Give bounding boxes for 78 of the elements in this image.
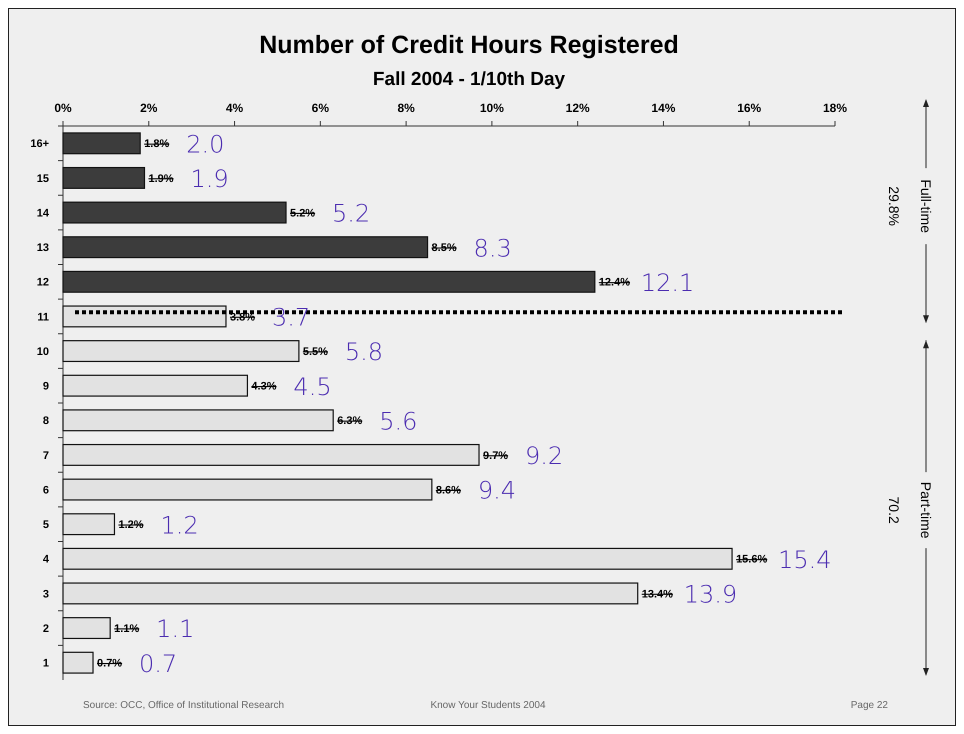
- bar: [62, 617, 111, 640]
- data-label: 8.5%: [432, 242, 457, 254]
- data-label: 13.4%: [642, 588, 674, 600]
- y-tick-label: 4: [42, 554, 50, 566]
- y-tick-label: 1: [42, 658, 49, 670]
- bar: [62, 513, 116, 536]
- chart-subtitle: Fall 2004 - 1/10th Day: [372, 69, 566, 90]
- x-tick-label: 6%: [312, 101, 330, 115]
- bar: [62, 478, 432, 501]
- y-tick-label: 12: [36, 276, 49, 289]
- bar: [62, 374, 248, 397]
- data-label: 8.6%: [436, 484, 462, 496]
- data-label: 0.7%: [97, 658, 122, 670]
- text: 29.8%: [886, 186, 902, 226]
- data-label: 3.8%: [230, 311, 256, 324]
- bar: [62, 582, 638, 604]
- data-label: 15.6%: [736, 554, 768, 566]
- x-tick-label: 18%: [822, 101, 848, 115]
- annotation: 13.9: [684, 580, 738, 609]
- bar: [62, 652, 94, 674]
- data-label: 4.3%: [251, 380, 277, 393]
- text: Page 22: [850, 700, 888, 711]
- annotation: 5.8: [344, 338, 384, 366]
- x-tick-label: 8%: [397, 101, 416, 115]
- annotation: 5.6: [379, 407, 418, 436]
- annotation: 2.0: [186, 130, 224, 158]
- annotation: 3.7: [272, 304, 310, 332]
- data-label: 12.4%: [598, 276, 630, 289]
- y-tick-label: 10: [36, 346, 49, 358]
- x-tick-label: 4%: [226, 101, 244, 115]
- y-tick-label: 13: [36, 242, 49, 254]
- data-label: 1.8%: [144, 138, 170, 150]
- chart-title: Number of Credit Hours Registered: [259, 31, 679, 59]
- y-tick-label: 3: [42, 588, 49, 600]
- bar: [62, 444, 480, 466]
- y-tick-label: 6: [42, 484, 49, 496]
- annotation: 8.3: [474, 234, 512, 262]
- data-label: 9.7%: [483, 450, 508, 462]
- y-tick-label: 5: [42, 519, 49, 532]
- text: Full-time: [918, 179, 934, 234]
- annotation: 1.2: [160, 511, 199, 540]
- bar: [62, 409, 334, 432]
- y-tick-label: 7: [42, 450, 49, 462]
- annotation: 15.4: [778, 546, 832, 574]
- x-tick-label: 16%: [737, 101, 762, 115]
- bar: [62, 305, 227, 328]
- y-tick-label: 11: [37, 311, 49, 324]
- text: Know Your Students 2004: [430, 700, 546, 711]
- text: 70.2: [886, 496, 902, 524]
- annotation: 1.1: [156, 615, 194, 644]
- y-tick-label: 14: [36, 207, 50, 220]
- data-label: 1.1%: [114, 622, 140, 635]
- y-tick-label: 16+: [30, 138, 49, 150]
- y-tick-label: 9: [42, 380, 49, 393]
- bar: [62, 340, 300, 362]
- annotation: 1.9: [190, 165, 229, 194]
- x-tick-label: 10%: [480, 101, 504, 115]
- annotation: 4.5: [293, 372, 332, 401]
- annotation: 9.2: [525, 442, 564, 470]
- data-label: 6.3%: [337, 415, 362, 428]
- x-tick-label: 14%: [651, 101, 676, 115]
- data-label: 5.5%: [302, 346, 328, 358]
- x-tick-label: 0%: [54, 101, 72, 115]
- annotation: 0.7: [139, 650, 178, 678]
- data-label: 5.2%: [290, 207, 316, 220]
- text: Part-time: [918, 482, 934, 539]
- y-tick-label: 15: [36, 172, 49, 185]
- y-tick-label: 2: [42, 622, 49, 635]
- y-tick-label: 8: [42, 415, 49, 428]
- x-tick-label: 12%: [566, 101, 590, 115]
- bar: [62, 548, 733, 570]
- data-label: 1.2%: [118, 519, 144, 532]
- source-note: Source: OCC, Office of Institutional Research: [83, 700, 284, 711]
- x-tick-label: 2%: [140, 101, 158, 115]
- annotation: 12.1: [640, 268, 694, 297]
- annotation: 9.4: [478, 476, 516, 505]
- annotation: 5.2: [332, 200, 370, 228]
- data-label: 1.9%: [148, 172, 174, 185]
